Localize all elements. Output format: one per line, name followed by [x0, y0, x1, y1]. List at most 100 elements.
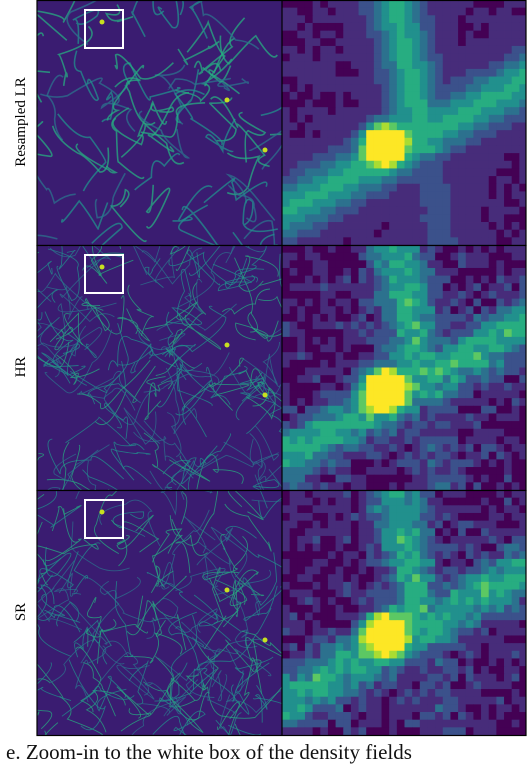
pixel [282, 321, 291, 330]
pixel [458, 344, 467, 353]
pixel [389, 474, 398, 483]
pixel [327, 551, 336, 560]
pixel [320, 214, 329, 223]
pixel [465, 444, 474, 453]
pixel [419, 137, 428, 146]
pixel [282, 535, 291, 544]
pixel [297, 727, 306, 735]
pixel [381, 520, 390, 529]
pixel [366, 696, 375, 705]
pixel [450, 38, 459, 47]
pixel [419, 229, 428, 238]
pixel [320, 467, 329, 476]
pixel [504, 589, 513, 598]
pixel [396, 214, 405, 223]
pixel [343, 421, 352, 430]
pixel [335, 245, 344, 254]
pixel [427, 398, 436, 407]
pixel [289, 597, 298, 606]
pixel [282, 451, 291, 460]
pixel [450, 30, 459, 39]
pixel [427, 229, 436, 238]
pixel [465, 405, 474, 414]
pixel [396, 352, 405, 361]
pixel [473, 574, 482, 583]
pixel [335, 497, 344, 506]
pixel [366, 91, 375, 100]
filament [44, 329, 113, 394]
pixel [504, 428, 513, 437]
pixel [320, 352, 329, 361]
pixel [350, 122, 359, 131]
pixel [450, 512, 459, 522]
pixel [282, 558, 291, 567]
pixel [435, 474, 444, 483]
pixel [389, 658, 398, 667]
pixel [435, 237, 444, 245]
pixel [381, 681, 390, 690]
pixel [450, 543, 459, 552]
pixel [396, 421, 405, 430]
pixel [335, 329, 344, 338]
pixel [496, 214, 505, 223]
pixel [343, 290, 352, 299]
pixel [343, 451, 352, 460]
pixel [366, 421, 375, 430]
pixel [511, 352, 520, 361]
pixel [343, 183, 352, 192]
pixel [389, 727, 398, 735]
pixel [435, 107, 444, 116]
halo [224, 342, 230, 348]
pixel [373, 566, 382, 575]
pixel [412, 612, 421, 621]
pixel [488, 474, 497, 483]
pixel [320, 451, 329, 460]
pixel [519, 643, 526, 652]
pixel [519, 137, 526, 146]
pixel [435, 76, 444, 85]
pixel [366, 382, 375, 391]
pixel [358, 551, 367, 560]
pixel [389, 336, 398, 345]
pixel [350, 68, 359, 77]
pixel [458, 336, 467, 345]
pixel [373, 329, 382, 338]
pixel [473, 551, 482, 560]
filament [238, 255, 279, 292]
filament [37, 539, 99, 555]
pixel [465, 574, 474, 583]
pixel [282, 421, 291, 430]
pixel [312, 666, 321, 675]
pixel [496, 199, 505, 208]
pixel [312, 275, 321, 284]
pixel [396, 405, 405, 414]
filament [198, 612, 241, 642]
pixel [343, 336, 352, 345]
pixel [404, 421, 413, 430]
pixel [435, 275, 444, 284]
pixel [282, 15, 291, 24]
pixel [519, 7, 526, 16]
pixel [496, 22, 505, 32]
pixel [427, 321, 436, 330]
pixel [358, 30, 367, 39]
pixel [496, 658, 505, 667]
pixel [419, 214, 428, 223]
pixel [465, 68, 474, 77]
pixel [297, 15, 306, 24]
pixel [419, 643, 428, 652]
pixel [389, 130, 398, 139]
pixel [373, 298, 382, 307]
pixel [465, 214, 474, 223]
pixel [481, 114, 490, 123]
pixel [366, 168, 375, 177]
pixel [458, 451, 467, 460]
pixel [389, 444, 398, 453]
pixel [389, 245, 398, 254]
pixel [450, 160, 459, 169]
pixel [289, 627, 298, 636]
pixel [504, 107, 513, 116]
pixel [366, 313, 375, 322]
pixel [282, 635, 291, 644]
pixel [435, 382, 444, 391]
